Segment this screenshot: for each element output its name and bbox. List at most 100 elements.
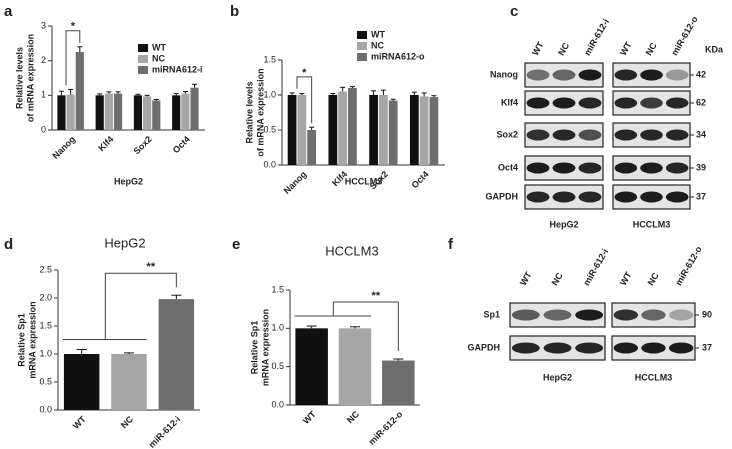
bar: [297, 95, 307, 165]
bar: [57, 95, 66, 130]
bar: [104, 93, 113, 130]
bar: [95, 95, 104, 130]
blot-band: [575, 309, 604, 321]
row-label: Sp1: [483, 309, 500, 319]
legend-label: miRNA612-i: [152, 64, 203, 74]
panel-letter: a: [4, 3, 13, 20]
bar: [419, 96, 429, 165]
legend-label: WT: [152, 42, 166, 52]
blot-band: [578, 191, 602, 203]
legend-label: NC: [152, 53, 165, 63]
y-tick-label: 0.0: [263, 159, 276, 169]
x-tick-label: NC: [345, 409, 362, 426]
significance-bracket: [332, 301, 399, 351]
x-axis-label: HCCLM3: [345, 176, 383, 186]
bar: [382, 360, 415, 405]
y-tick-label: 2: [41, 55, 46, 65]
legend-swatch: [357, 42, 367, 50]
bar: [388, 100, 398, 165]
size-label: 34: [696, 129, 706, 139]
blot-band: [665, 97, 689, 109]
blot-band: [552, 191, 576, 203]
x-tick-label: Nanog: [282, 169, 309, 196]
lane-label: miR-612-i: [581, 247, 610, 287]
x-tick-label: Klf4: [96, 134, 115, 153]
lane-label: NC: [646, 270, 661, 287]
blot-band: [668, 342, 694, 354]
y-tick-label: 0.5: [271, 361, 284, 371]
y-axis-label: Relative levels: [14, 47, 24, 109]
bar: [338, 91, 348, 165]
bar: [429, 97, 439, 165]
size-label: 90: [702, 309, 712, 319]
cell-line-label: HCCLM3: [633, 219, 671, 229]
y-tick-label: 0.5: [39, 376, 52, 386]
row-label: GAPDH: [467, 342, 500, 352]
blot-band: [641, 342, 666, 354]
blot-band: [552, 129, 576, 141]
cell-line-label: HepG2: [549, 219, 578, 229]
x-tick-label: miR-612-o: [367, 409, 405, 447]
bar: [369, 95, 378, 165]
x-tick-label: Oct4: [409, 169, 430, 190]
size-label: 37: [696, 191, 706, 201]
size-label: 62: [696, 97, 706, 107]
blot-band: [578, 162, 602, 174]
blot-band: [578, 97, 602, 109]
blot-band: [578, 69, 602, 81]
blot-band: [543, 342, 572, 354]
blot-band: [665, 69, 689, 81]
blot-band: [665, 191, 689, 203]
lane-label: WT: [518, 270, 534, 288]
lane-label: WT: [618, 270, 634, 288]
y-axis-label: mRNA expression: [27, 301, 37, 378]
panel-letter: b: [230, 3, 239, 20]
row-label: Sox2: [496, 129, 518, 139]
lane-label: WT: [530, 40, 546, 58]
bar: [378, 95, 388, 165]
lane-label: miR-612-o: [673, 244, 704, 287]
blot-band: [526, 129, 550, 141]
legend-swatch: [138, 66, 148, 74]
lane-label: NC: [556, 40, 571, 57]
bar: [190, 87, 199, 130]
cell-line-label: HepG2: [543, 372, 572, 382]
blot-band: [665, 162, 689, 174]
legend-swatch: [357, 31, 367, 39]
blot-band: [511, 342, 540, 354]
y-axis-label: Relative Sp1: [249, 321, 259, 375]
x-tick-label: miR-612-i: [147, 414, 183, 449]
blot-band: [640, 129, 663, 141]
blot-band: [614, 97, 638, 109]
chart-title: HCCLM3: [325, 243, 378, 258]
significance-label: **: [372, 290, 381, 302]
y-tick-label: 2.5: [39, 264, 52, 274]
panel-letter: f: [448, 236, 454, 253]
blot-band: [543, 309, 572, 321]
bar: [172, 95, 181, 130]
blot-band: [613, 309, 639, 321]
blot-band: [640, 162, 663, 174]
legend-label: miRNA612-o: [371, 51, 425, 61]
significance-bracket: [296, 76, 313, 124]
y-tick-label: 3: [41, 20, 46, 30]
size-label: 42: [696, 69, 706, 79]
blot-band: [614, 162, 638, 174]
cell-line-label: HCCLM3: [635, 372, 673, 382]
panel-letter: c: [510, 3, 518, 20]
x-tick-label: Sox2: [368, 169, 390, 191]
x-tick-label: WT: [71, 414, 88, 431]
x-tick-label: Oct4: [171, 134, 192, 155]
x-tick-label: NC: [119, 414, 136, 431]
significance-bracket: [104, 272, 177, 340]
bar: [111, 354, 147, 410]
bar: [287, 95, 297, 165]
row-label: Oct4: [498, 162, 518, 172]
blot-band: [526, 69, 550, 81]
blot-band: [668, 309, 694, 321]
bar: [113, 93, 123, 130]
significance-bracket: [65, 30, 81, 86]
significance-label: **: [147, 261, 156, 273]
significance-label: *: [71, 21, 76, 33]
blot-band: [526, 162, 550, 174]
